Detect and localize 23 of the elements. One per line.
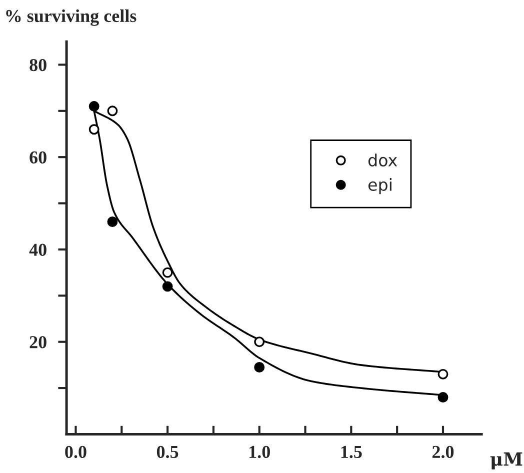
point [254, 362, 265, 372]
point [438, 368, 448, 380]
x-tick-label: 1.5 [341, 446, 362, 458]
point [107, 106, 118, 116]
point [162, 267, 173, 278]
y-tick-label: 80 [30, 58, 46, 72]
point [254, 336, 265, 348]
y-tick-label: 20 [30, 336, 46, 348]
point [438, 392, 448, 402]
x-axis-title: μM [490, 452, 522, 470]
point [107, 216, 118, 227]
x-tick-label: 0.0 [65, 446, 86, 458]
y-tick-label: 40 [29, 244, 46, 256]
x-tick-label: 1.0 [250, 446, 270, 458]
x-tick-label: 2.0 [432, 446, 454, 458]
legend-label: epi [368, 178, 392, 194]
point [88, 124, 100, 135]
point [88, 101, 100, 112]
x-tick-label: 0.5 [156, 446, 178, 458]
point [162, 281, 173, 292]
y-tick-label: 60 [30, 151, 46, 164]
y-axis-title: % surviving cells [6, 9, 136, 26]
legend-label: dox [368, 154, 398, 166]
